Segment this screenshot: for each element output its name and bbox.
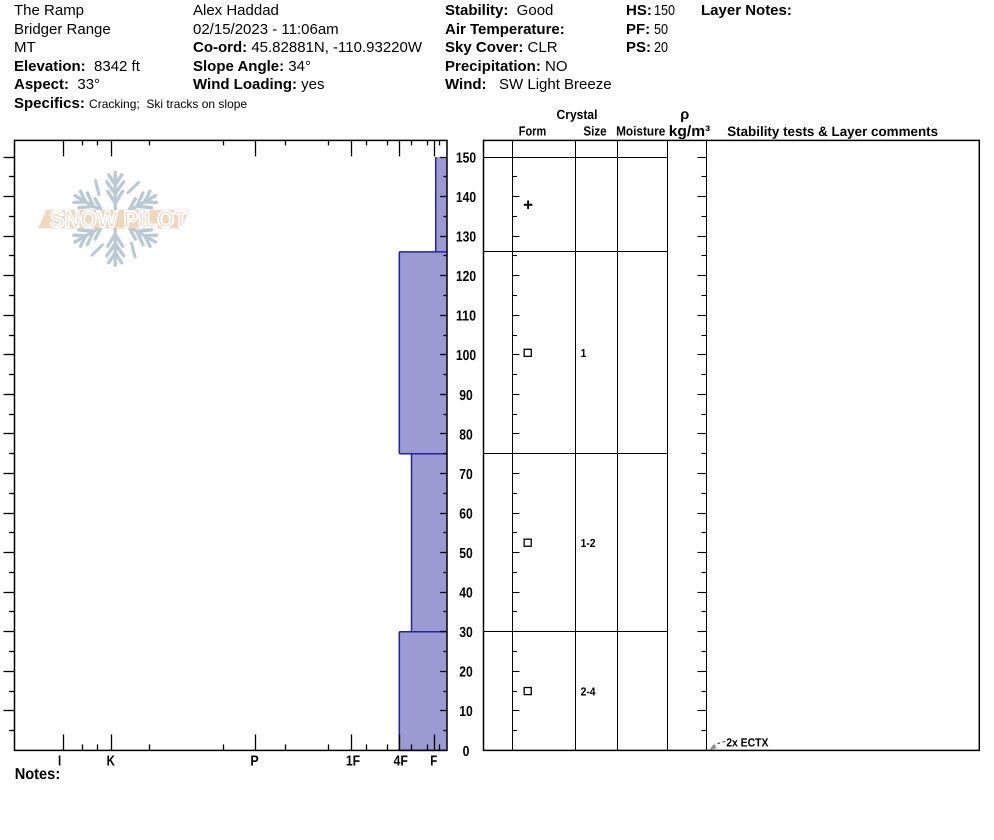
svg-text:2x ECTX: 2x ECTX — [726, 736, 768, 750]
svg-text:110: 110 — [456, 309, 476, 325]
svg-text:30: 30 — [459, 625, 473, 641]
svg-text:10: 10 — [459, 704, 473, 720]
svg-text:K: K — [107, 753, 116, 769]
svg-text:kg/m³: kg/m³ — [669, 123, 711, 140]
svg-text:Size: Size — [583, 124, 606, 139]
svg-text:60: 60 — [459, 506, 473, 522]
svg-text:Form: Form — [519, 124, 546, 139]
svg-text:50: 50 — [459, 546, 473, 562]
svg-text:Stability tests & Layer commen: Stability tests & Layer comments — [727, 124, 938, 139]
svg-text:90: 90 — [459, 388, 473, 404]
svg-text:ρ: ρ — [680, 107, 689, 123]
svg-text:120: 120 — [456, 269, 476, 285]
svg-text:I: I — [58, 753, 61, 769]
svg-text:Crystal: Crystal — [557, 107, 598, 122]
svg-text:100: 100 — [456, 348, 476, 364]
svg-text:1: 1 — [581, 347, 587, 360]
svg-text:40: 40 — [459, 586, 473, 602]
svg-text:20: 20 — [459, 665, 473, 681]
svg-text:130: 130 — [456, 230, 476, 246]
svg-text:SNOW PILOT: SNOW PILOT — [50, 206, 188, 232]
svg-text:F: F — [430, 753, 437, 769]
svg-text:1-2: 1-2 — [581, 537, 596, 550]
svg-text:SNOW PILOT: SNOW PILOT — [50, 206, 188, 232]
svg-text:Moisture: Moisture — [616, 124, 665, 139]
svg-text:1F: 1F — [346, 753, 360, 769]
svg-text:80: 80 — [459, 427, 473, 443]
svg-text:Notes:: Notes: — [15, 766, 61, 783]
svg-text:70: 70 — [459, 467, 473, 483]
svg-text:150: 150 — [456, 150, 476, 166]
svg-text:140: 140 — [456, 190, 476, 206]
svg-text:0: 0 — [463, 744, 470, 760]
svg-text:P: P — [250, 753, 259, 769]
svg-text:2-4: 2-4 — [581, 685, 596, 698]
svg-text:4F: 4F — [394, 753, 408, 769]
